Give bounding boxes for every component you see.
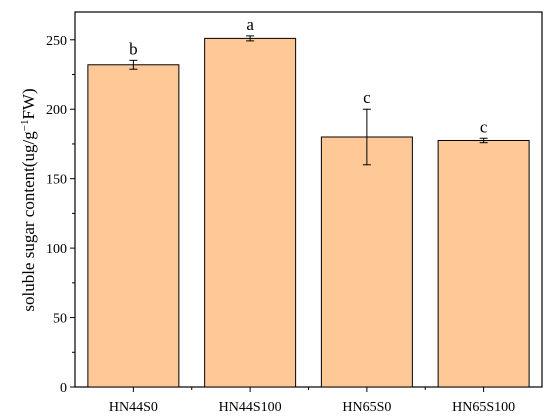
y-tick-label: 50 <box>53 312 67 327</box>
x-tick-label: HN65S0 <box>342 400 391 415</box>
y-tick-label: 200 <box>46 103 67 118</box>
significance-label: a <box>246 15 254 34</box>
significance-label: c <box>480 117 488 136</box>
bar <box>437 139 530 388</box>
y-axis-label: soluble sugar content(ug/g−1FW) <box>19 88 38 311</box>
y-axis-label-unit: FW) <box>19 88 38 119</box>
x-tick-label: HN44S100 <box>219 400 282 415</box>
significance-label: c <box>363 88 371 107</box>
x-axis: HN44S0 HN44S100 HN65S0 HN65S100 <box>109 387 515 415</box>
error-bar-group <box>129 35 488 166</box>
x-tick-label: HN65S100 <box>452 400 515 415</box>
bar <box>204 37 297 388</box>
y-tick-label: 100 <box>46 242 67 257</box>
y-tick-label: 150 <box>46 173 67 188</box>
bar <box>320 136 413 388</box>
y-tick-label: 250 <box>46 34 67 49</box>
y-axis-label-exponent: −1 <box>19 120 31 132</box>
y-tick-label: 0 <box>60 381 67 396</box>
y-axis: 0 50 100 150 200 250 <box>46 34 75 396</box>
y-axis-label-main: soluble sugar content(ug/g <box>19 131 38 312</box>
significance-label-group: b a c c <box>129 15 488 136</box>
x-tick-label: HN44S0 <box>109 400 158 415</box>
bar <box>87 64 180 388</box>
bar-group <box>87 37 530 388</box>
significance-label: b <box>129 39 138 58</box>
